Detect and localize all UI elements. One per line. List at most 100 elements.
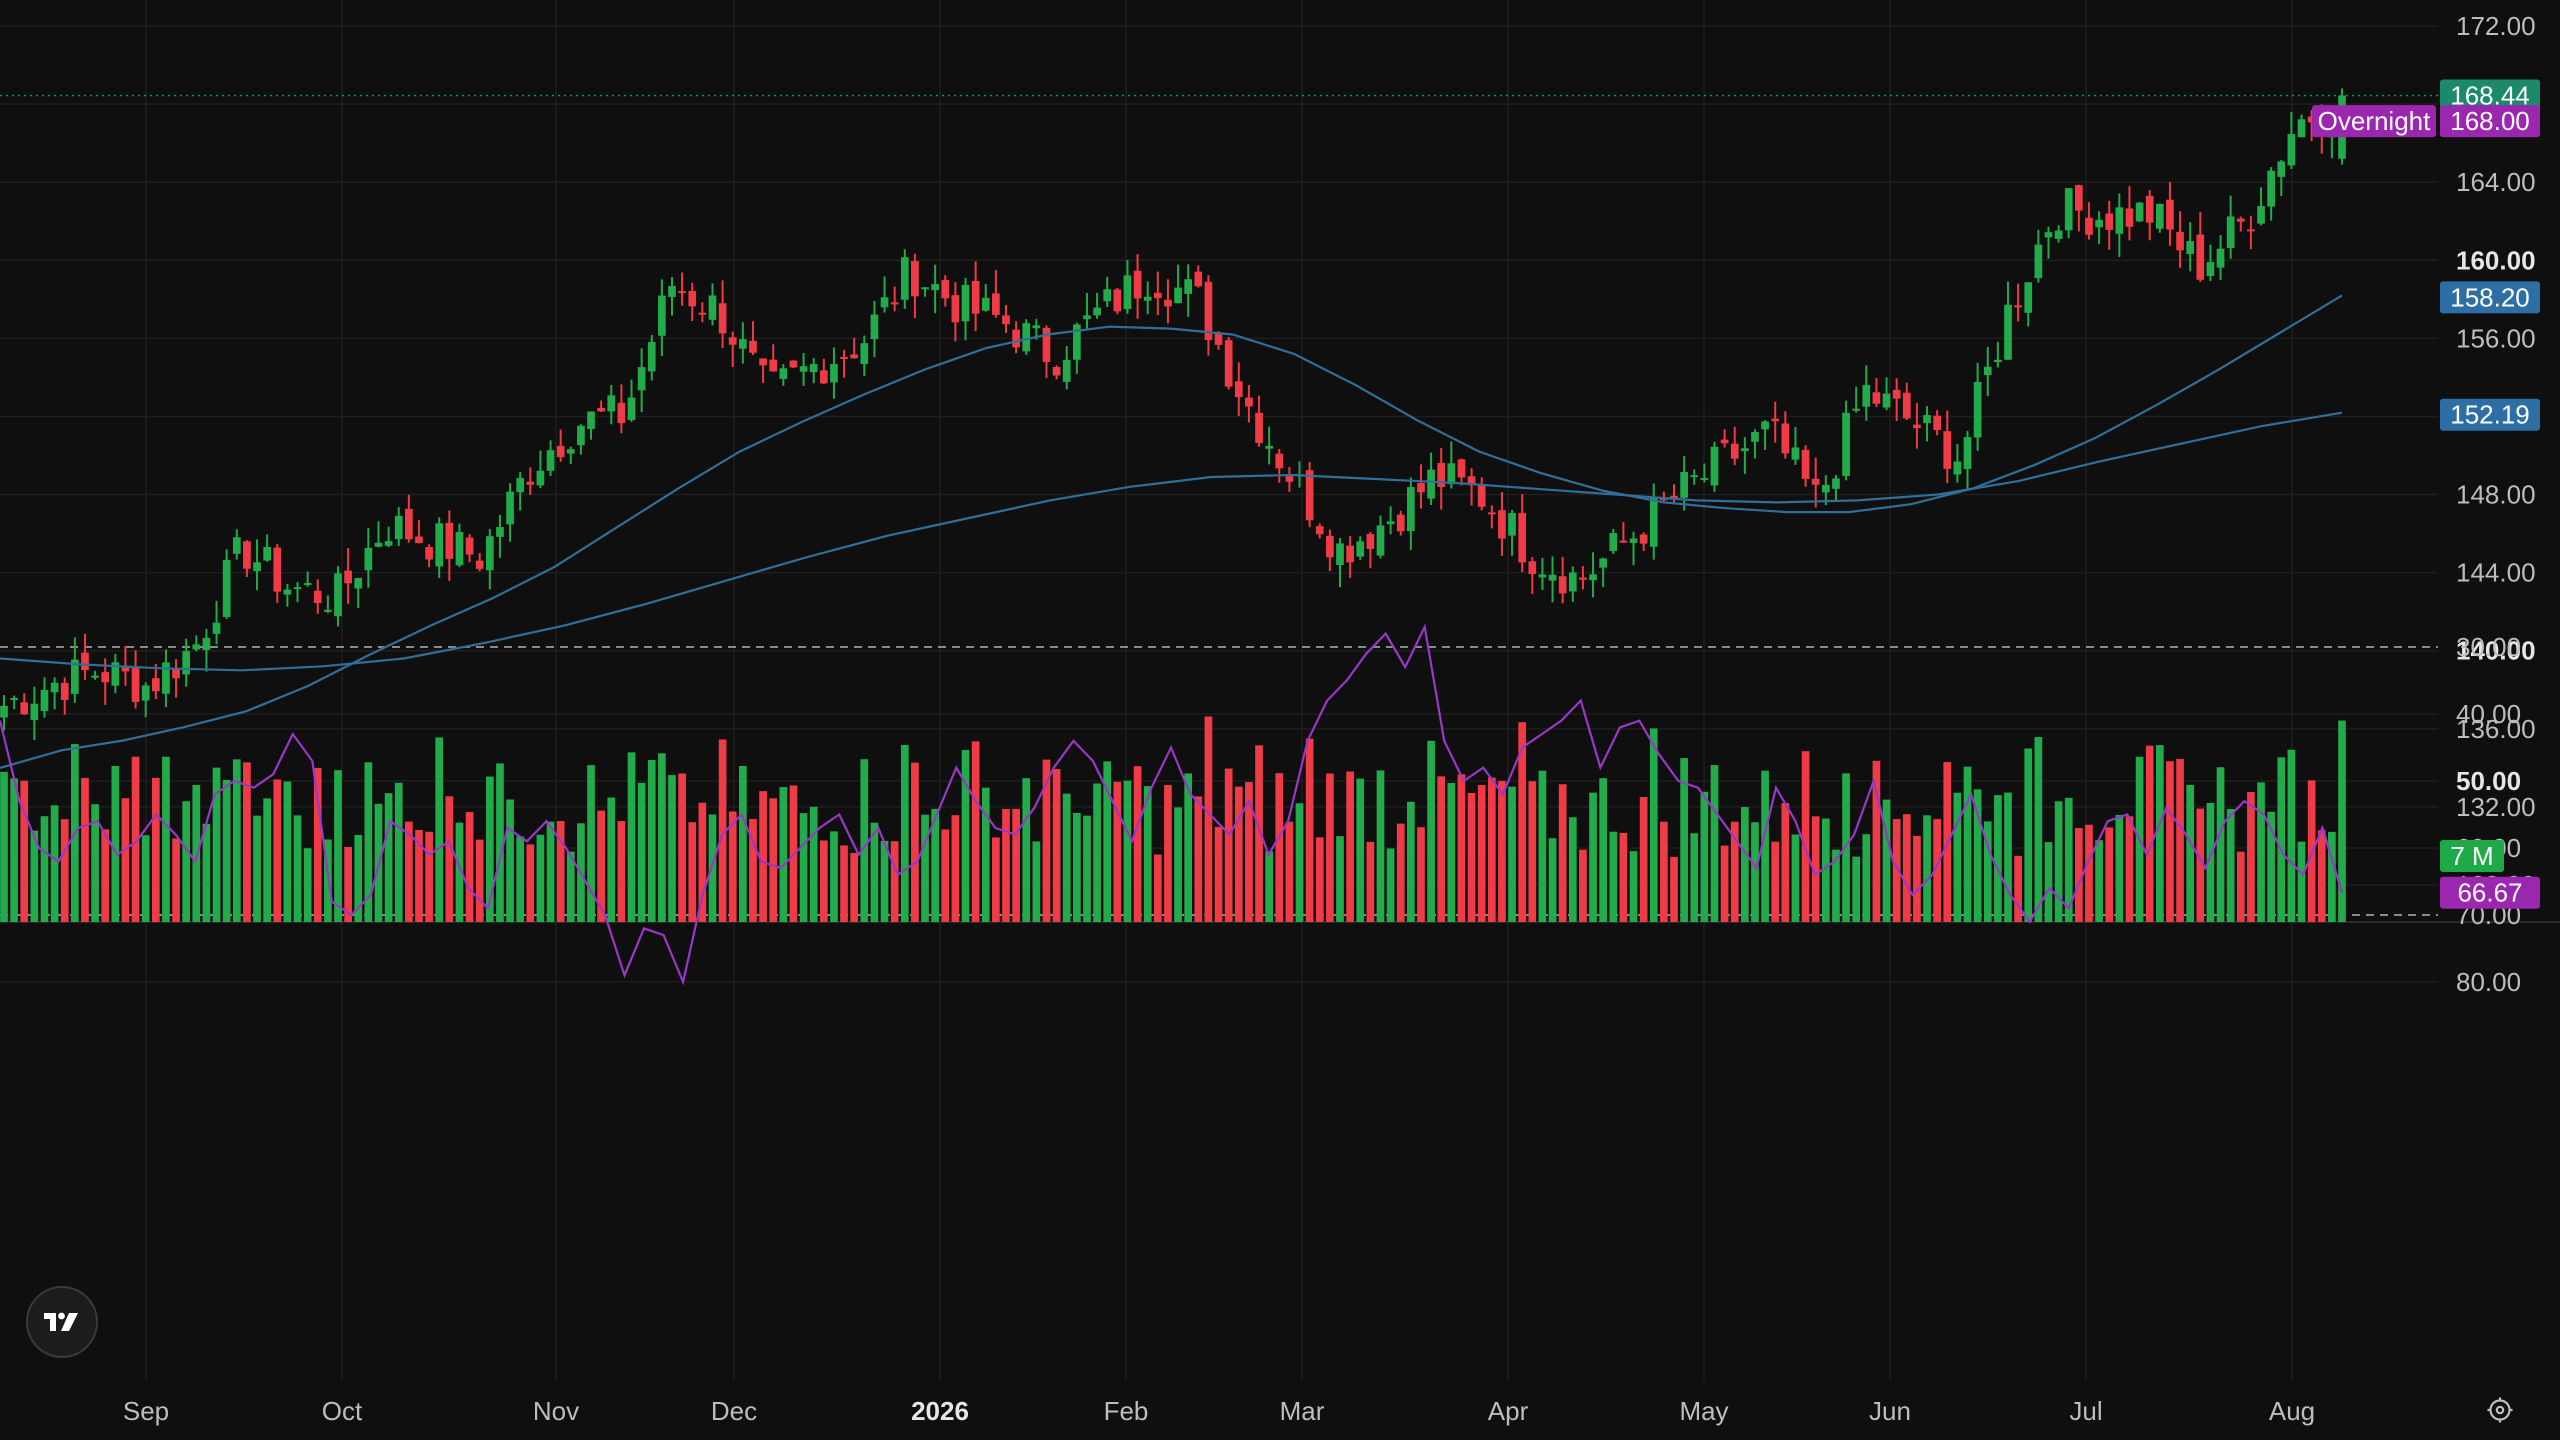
volume-bar (506, 799, 514, 922)
candle-body (2216, 248, 2225, 268)
volume-bar (658, 753, 666, 922)
volume-bar (192, 784, 201, 922)
candle-body (1194, 271, 1203, 287)
volume-bar (1599, 778, 1607, 922)
volume-bar (2287, 749, 2296, 922)
candle-body (607, 395, 616, 412)
candle-body (1538, 574, 1547, 578)
volume-bar (2206, 802, 2215, 922)
candle-body (2166, 199, 2174, 230)
volume-bar (961, 749, 970, 922)
candle-body (1933, 415, 1941, 431)
overnight-tag-label: Overnight (2318, 106, 2431, 136)
candle-body (1801, 449, 1810, 479)
rsi-axis-tick-label: 40.00 (2456, 699, 2521, 729)
volume-bar (182, 801, 191, 922)
time-axis-label: May (1679, 1396, 1728, 1426)
volume-bar (50, 805, 59, 922)
tradingview-logo-button[interactable] (26, 1286, 98, 1358)
candle-body (1032, 325, 1041, 329)
candle-body (2155, 203, 2164, 229)
candle-body (1589, 574, 1597, 581)
volume-bar (1073, 812, 1081, 922)
price-axis-tick-label: 132.00 (2456, 792, 2536, 822)
volume-bar (2317, 830, 2326, 922)
volume-bar (111, 765, 120, 922)
volume-bar (900, 744, 909, 922)
candle-body (192, 644, 201, 650)
candle-body (1376, 525, 1385, 556)
volume-bar (1103, 761, 1112, 922)
candle-body (212, 622, 221, 634)
volume-bar (2236, 851, 2245, 922)
volume-bar (1680, 758, 1688, 922)
candle-body (475, 560, 484, 569)
candle-body (1315, 526, 1324, 535)
candle-body (1548, 574, 1557, 581)
candle-body (1427, 469, 1435, 499)
candle-body (1629, 538, 1638, 543)
candle-body (1255, 412, 1263, 443)
candle-body (1761, 421, 1769, 430)
volume-bar (202, 823, 211, 922)
volume-bar (890, 841, 899, 922)
volume-bar (607, 797, 616, 922)
candle-body (1690, 475, 1699, 478)
volume-bar (1133, 766, 1142, 922)
volume-bar (728, 811, 737, 922)
volume-bar (1973, 789, 1982, 922)
candle-body (2307, 116, 2316, 123)
candle-body (10, 697, 18, 700)
volume-bar (253, 815, 261, 922)
volume-bar (1376, 770, 1385, 922)
volume-bar (1579, 849, 1587, 922)
candle-body (516, 477, 525, 493)
volume-bar (2166, 761, 2174, 922)
volume-bar (2338, 720, 2346, 922)
volume-bar (911, 762, 919, 922)
overnight-price-label: 168.00 (2450, 106, 2530, 136)
volume-bar (445, 796, 454, 922)
candle-body (20, 702, 29, 715)
candle-body (141, 685, 150, 701)
volume-bar (809, 806, 818, 922)
price-axis-tick-label: 172.00 (2456, 11, 2536, 41)
volume-bar (2105, 827, 2114, 922)
volume-bar (840, 845, 848, 922)
candle-body (222, 559, 231, 617)
volume-bar (273, 779, 282, 922)
volume-bar (1336, 836, 1344, 922)
volume-bar (131, 756, 140, 922)
candle-body (1396, 514, 1405, 532)
volume-bar (1639, 796, 1648, 922)
volume-bar (688, 822, 697, 922)
volume-bar (992, 837, 1000, 922)
candle-body (992, 293, 1000, 315)
candle-body (1741, 448, 1749, 452)
chart-settings-button[interactable] (2482, 1392, 2518, 1428)
time-axis-label: Jun (1869, 1396, 1911, 1426)
volume-bar (971, 741, 980, 922)
volume-bar (384, 793, 393, 922)
candle-body (911, 261, 919, 297)
volume-bar (1953, 792, 1962, 922)
volume-bar (1164, 785, 1172, 922)
candle-body (587, 411, 595, 430)
volume-bar (1224, 768, 1233, 922)
volume-bar (243, 762, 251, 922)
volume-bar (496, 763, 504, 922)
candle-body (1821, 484, 1830, 493)
candle-body (1214, 333, 1223, 345)
candle-body (2054, 230, 2063, 239)
time-axis-label: Mar (1280, 1396, 1325, 1426)
candle-body (1599, 558, 1607, 568)
volume-bar (668, 775, 676, 922)
volume-bar (1710, 765, 1719, 922)
candle-body (971, 280, 980, 314)
volume-bar (263, 798, 271, 922)
candle-body (1366, 533, 1375, 549)
volume-bar (819, 840, 828, 922)
